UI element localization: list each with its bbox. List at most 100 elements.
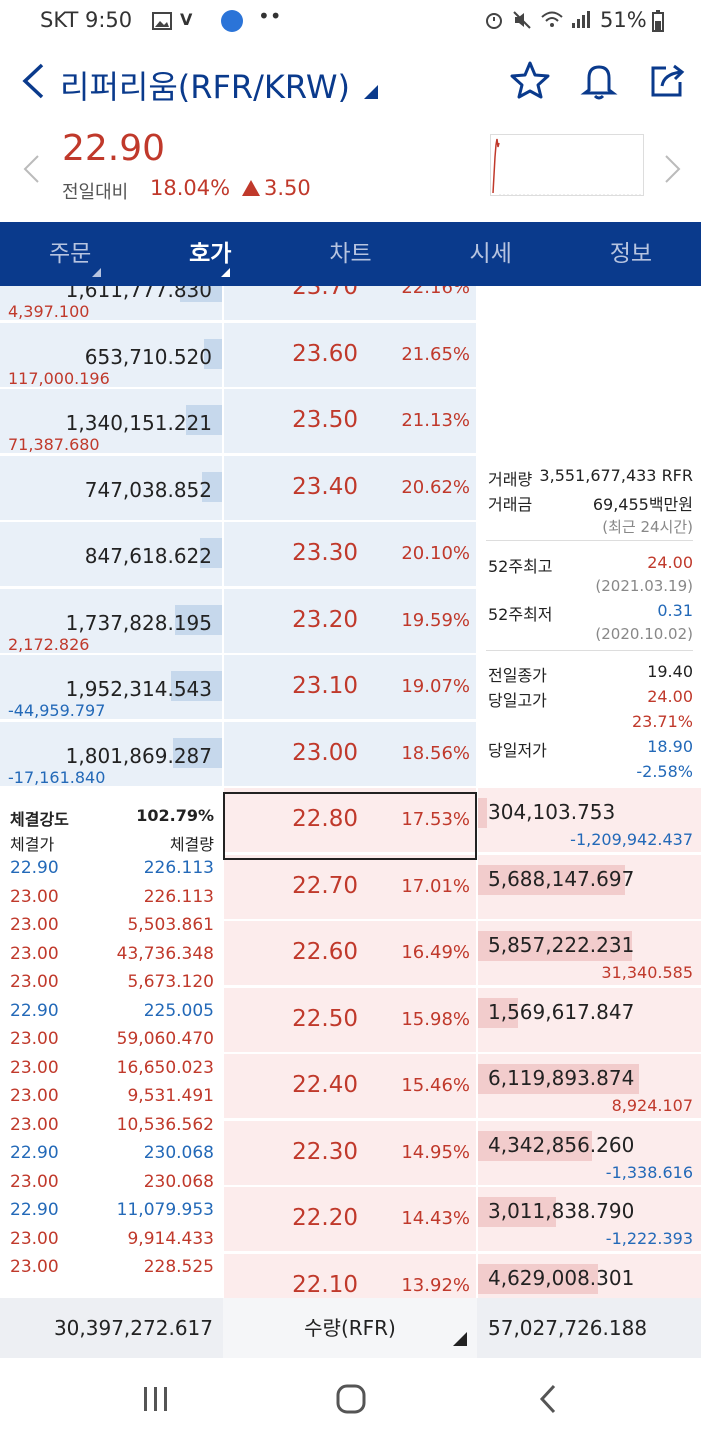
- trade-row: 23.00 5,503.861: [0, 915, 222, 943]
- market-title[interactable]: 리퍼리움(RFR/KRW): [60, 68, 350, 106]
- share-icon[interactable]: [648, 62, 686, 104]
- ask-qty: 1,952,314.543: [65, 677, 212, 701]
- ask-row[interactable]: 1,801,869.287 -17,161.840 23.00 18.56%: [0, 721, 701, 788]
- trade-row: 23.00 43,736.348: [0, 944, 222, 972]
- back-icon[interactable]: [20, 62, 46, 104]
- bid-row[interactable]: 22.80 17.53% 304,103.753 -1,209,942.437: [0, 788, 701, 854]
- ask-qty-change: 117,000.196: [8, 368, 110, 388]
- tab-dropdown-icon: [92, 268, 101, 277]
- current-price-highlight: [223, 792, 477, 860]
- bid-price-pct: 15.98%: [401, 1008, 470, 1030]
- day-low-pct: -2.58%: [636, 762, 693, 781]
- ask-row[interactable]: 1,611,777.830 4,397.100 23.70 22.16%: [0, 286, 701, 322]
- bid-row[interactable]: 22.60 16.49% 5,857,222.231 31,340.585: [0, 921, 701, 987]
- high52-date: (2021.03.19): [595, 577, 693, 595]
- bid-depth-bar: [478, 997, 519, 1028]
- ask-price-pct: 21.65%: [401, 343, 470, 365]
- trade-price: 22.90: [10, 858, 59, 878]
- tab-info[interactable]: 정보: [561, 222, 701, 286]
- low52-date: (2020.10.02): [595, 625, 693, 643]
- tab-chart[interactable]: 차트: [280, 222, 420, 286]
- bid-qty-cell: 304,103.753 -1,209,942.437: [478, 788, 701, 852]
- tab-label: 차트: [329, 241, 372, 267]
- orderbook[interactable]: 1,611,777.830 4,397.100 23.70 22.16% 653,710…: [0, 286, 701, 1298]
- bid-qty-cell: 1,569,617.847: [478, 987, 701, 1052]
- next-market-icon[interactable]: [664, 154, 682, 188]
- tab-label: 정보: [609, 241, 653, 267]
- home-icon[interactable]: [336, 1384, 366, 1418]
- bid-qty: 304,103.753: [488, 800, 616, 824]
- trade-price: 23.00: [10, 1257, 59, 1277]
- back-nav-icon[interactable]: [538, 1384, 558, 1418]
- alarm-bell-icon[interactable]: [580, 60, 618, 104]
- bid-qty-change: 31,340.585: [601, 963, 693, 982]
- trade-qty: 225.005: [143, 1000, 214, 1021]
- tab-order[interactable]: 주문: [0, 222, 140, 286]
- bid-row[interactable]: 22.40 15.46% 6,119,893.874 8,924.107: [0, 1054, 701, 1120]
- bid-price-cell: 22.70 17.01%: [224, 854, 476, 919]
- ask-qty-change: 2,172.826: [8, 634, 90, 654]
- bid-row[interactable]: 22.70 17.01% 5,688,147.697: [0, 854, 701, 921]
- bid-price-pct: 17.53%: [401, 809, 470, 830]
- tab-quote[interactable]: 시세: [421, 222, 561, 286]
- bid-row[interactable]: 22.20 14.43% 3,011,838.790 -1,222.393: [0, 1187, 701, 1253]
- ask-row[interactable]: 1,952,314.543 -44,959.797 23.10 19.07%: [0, 655, 701, 721]
- bid-qty-cell: 4,629,008.301: [478, 1253, 701, 1298]
- ask-row[interactable]: 847,618.622 23.30 20.10%: [0, 522, 701, 588]
- trade-price: 23.00: [10, 1114, 59, 1135]
- bid-qty: 1,569,617.847: [488, 999, 635, 1024]
- more-dots-icon: ••: [258, 4, 282, 28]
- ask-price-cell: 23.70 22.16%: [224, 286, 476, 320]
- ask-price: 23.10: [292, 673, 358, 699]
- ask-row[interactable]: 747,038.852 23.40 20.62%: [0, 455, 701, 522]
- ask-row[interactable]: 653,710.520 117,000.196 23.60 21.65%: [0, 322, 701, 389]
- tab-orderbook[interactable]: 호가: [140, 222, 280, 286]
- day-high-value: 24.00: [647, 687, 693, 706]
- unit-selector[interactable]: 수량(RFR): [223, 1298, 477, 1358]
- ask-price: 23.00: [292, 739, 358, 766]
- bid-qty-change: -1,222.393: [605, 1229, 693, 1248]
- current-price: 22.90: [62, 128, 166, 169]
- ask-row[interactable]: 1,737,828.195 2,172.826 23.20 19.59%: [0, 588, 701, 655]
- mini-chart[interactable]: [490, 134, 644, 196]
- change-label: 전일대비: [62, 182, 129, 203]
- ask-qty-cell: 653,710.520 117,000.196: [0, 322, 222, 388]
- trade-row: 23.00 226.113: [0, 887, 222, 915]
- ask-row[interactable]: 1,340,151.221 71,387.680 23.50 21.13%: [0, 389, 701, 455]
- unit-label: 수량(RFR): [304, 1316, 396, 1340]
- ask-qty-change: 4,397.100: [8, 302, 90, 321]
- bid-total: 57,027,726.188: [488, 1316, 648, 1340]
- favorite-star-icon[interactable]: [510, 60, 550, 104]
- ask-price: 23.20: [292, 606, 358, 633]
- signal-icon: [570, 9, 592, 34]
- app-header: 리퍼리움(RFR/KRW): [0, 42, 701, 122]
- ask-depth-bar: [199, 538, 222, 568]
- trade-qty: 5,503.861: [127, 915, 214, 935]
- trade-row: 23.00 228.525: [0, 1257, 222, 1285]
- system-nav-bar: [0, 1358, 701, 1440]
- bid-row[interactable]: 22.10 13.92% 4,629,008.301: [0, 1253, 701, 1298]
- ask-price: 23.30: [292, 540, 358, 566]
- bid-price-pct: 17.01%: [401, 875, 470, 897]
- trade-qty: 226.113: [143, 858, 214, 878]
- ask-qty: 747,038.852: [84, 477, 212, 502]
- col-qty-label: 체결량: [169, 835, 214, 854]
- bid-price: 22.50: [292, 1005, 358, 1032]
- trade-qty: 16,650.023: [116, 1057, 214, 1078]
- ask-qty-change: -44,959.797: [8, 701, 106, 720]
- recent-apps-icon[interactable]: [142, 1386, 170, 1416]
- ask-price-cell: 23.60 21.65%: [224, 322, 476, 387]
- ask-qty-cell: 1,611,777.830 4,397.100: [0, 286, 222, 321]
- change-percent: 18.04%: [150, 176, 231, 200]
- ask-price-cell: 23.30 20.10%: [224, 522, 476, 586]
- market-select-icon[interactable]: [364, 84, 378, 103]
- ask-price: 23.70: [292, 286, 358, 300]
- ask-qty: 653,710.520: [84, 344, 212, 369]
- bid-row[interactable]: 22.50 15.98% 1,569,617.847: [0, 987, 701, 1054]
- prev-market-icon[interactable]: [22, 154, 40, 188]
- bid-qty: 6,119,893.874: [488, 1066, 635, 1090]
- battery-icon: [652, 10, 664, 37]
- ask-price: 23.40: [292, 473, 358, 500]
- bid-row[interactable]: 22.30 14.95% 4,342,856.260 -1,338.616: [0, 1120, 701, 1187]
- trade-price: 22.90: [10, 1200, 59, 1220]
